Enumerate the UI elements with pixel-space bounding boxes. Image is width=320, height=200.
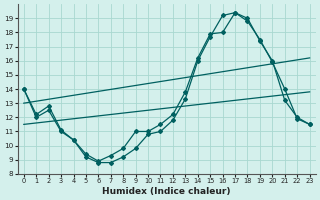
X-axis label: Humidex (Indice chaleur): Humidex (Indice chaleur) [102,187,231,196]
